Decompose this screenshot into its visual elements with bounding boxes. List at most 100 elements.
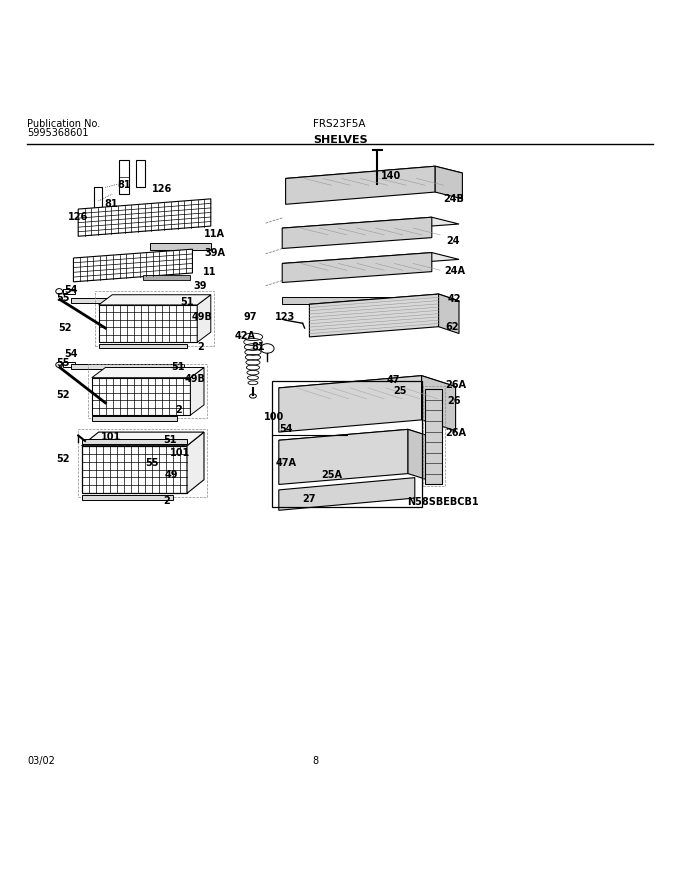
Bar: [423, 386, 445, 487]
Polygon shape: [309, 294, 439, 337]
Text: 51: 51: [171, 361, 185, 372]
Text: 49: 49: [165, 470, 178, 480]
Text: 26: 26: [447, 396, 460, 407]
Text: 2: 2: [163, 496, 170, 506]
Text: 97: 97: [243, 312, 257, 321]
Text: 24B: 24B: [443, 194, 464, 204]
Polygon shape: [279, 375, 456, 399]
Text: 101: 101: [101, 432, 121, 442]
Text: 8: 8: [313, 756, 319, 766]
Text: 24A: 24A: [444, 266, 465, 276]
Text: 03/02: 03/02: [27, 756, 55, 766]
Text: FRS23F5A: FRS23F5A: [313, 119, 365, 129]
Polygon shape: [279, 375, 422, 432]
Text: 126: 126: [68, 212, 88, 221]
Polygon shape: [197, 294, 211, 342]
Bar: [94, 187, 102, 218]
Polygon shape: [187, 432, 204, 493]
Polygon shape: [279, 429, 442, 451]
Bar: [82, 439, 187, 443]
Text: 42: 42: [447, 294, 461, 305]
Text: 54: 54: [279, 424, 292, 435]
Text: 55: 55: [146, 457, 159, 468]
Text: 11: 11: [203, 267, 217, 277]
Polygon shape: [282, 253, 459, 270]
Text: 39: 39: [194, 281, 207, 291]
Text: 54: 54: [65, 285, 78, 295]
Bar: [92, 416, 177, 422]
Text: 5995368601: 5995368601: [27, 128, 88, 138]
Text: 52: 52: [56, 389, 69, 400]
Text: SHELVES: SHELVES: [313, 135, 367, 145]
Bar: [95, 291, 214, 346]
Text: N58SBEBCB1: N58SBEBCB1: [407, 497, 478, 507]
Text: 47: 47: [386, 375, 400, 385]
Bar: [63, 288, 75, 294]
Bar: [150, 243, 211, 250]
Text: 52: 52: [58, 323, 71, 333]
Text: 51: 51: [163, 435, 177, 444]
Polygon shape: [439, 294, 459, 334]
Text: 47A: 47A: [275, 457, 296, 468]
Text: 51: 51: [180, 296, 194, 307]
Bar: [119, 160, 129, 194]
Text: 11A: 11A: [204, 229, 225, 240]
Text: 101: 101: [170, 448, 190, 457]
Text: 26A: 26A: [445, 429, 466, 438]
Polygon shape: [408, 429, 442, 484]
Text: 2: 2: [175, 405, 182, 415]
Text: 81: 81: [104, 199, 118, 209]
Text: 49B: 49B: [185, 374, 206, 384]
Polygon shape: [73, 249, 192, 282]
Text: 42A: 42A: [235, 330, 256, 341]
Polygon shape: [190, 368, 204, 415]
Text: 55: 55: [56, 358, 69, 368]
Bar: [71, 364, 184, 368]
Bar: [425, 389, 442, 484]
Polygon shape: [282, 217, 459, 235]
Text: 81: 81: [117, 180, 131, 190]
Polygon shape: [422, 375, 456, 431]
Text: 81: 81: [252, 342, 265, 352]
Polygon shape: [78, 199, 211, 236]
Text: 126: 126: [152, 185, 173, 194]
Text: 52: 52: [56, 455, 69, 464]
Polygon shape: [286, 166, 462, 186]
Bar: [99, 344, 187, 348]
Text: 25A: 25A: [321, 470, 342, 480]
Polygon shape: [82, 432, 204, 446]
Polygon shape: [435, 166, 462, 199]
Bar: [282, 298, 445, 304]
Text: 24: 24: [446, 236, 460, 246]
Bar: [136, 160, 145, 187]
Bar: [88, 364, 207, 418]
Bar: [71, 298, 184, 303]
Polygon shape: [279, 429, 408, 484]
Bar: [99, 305, 197, 342]
Polygon shape: [282, 253, 432, 282]
Bar: [92, 378, 190, 415]
Text: 2: 2: [197, 342, 204, 352]
Text: 25: 25: [393, 386, 407, 395]
Polygon shape: [279, 477, 415, 510]
Text: 49B: 49B: [192, 312, 213, 322]
Polygon shape: [92, 368, 204, 378]
Bar: [143, 275, 190, 280]
Bar: [63, 362, 75, 368]
Bar: [82, 495, 173, 500]
Polygon shape: [99, 294, 211, 305]
Text: Publication No.: Publication No.: [27, 119, 101, 129]
Text: 54: 54: [65, 349, 78, 359]
Text: 123: 123: [275, 312, 296, 322]
Polygon shape: [282, 217, 432, 248]
Text: 27: 27: [303, 494, 316, 503]
Text: 100: 100: [264, 412, 284, 422]
Text: 26A: 26A: [445, 380, 466, 389]
Polygon shape: [286, 166, 435, 205]
Text: 55: 55: [56, 294, 69, 303]
Bar: [82, 446, 187, 493]
Text: 39A: 39A: [204, 248, 225, 259]
Bar: [78, 429, 207, 496]
Polygon shape: [309, 294, 459, 311]
Text: 140: 140: [381, 171, 401, 181]
